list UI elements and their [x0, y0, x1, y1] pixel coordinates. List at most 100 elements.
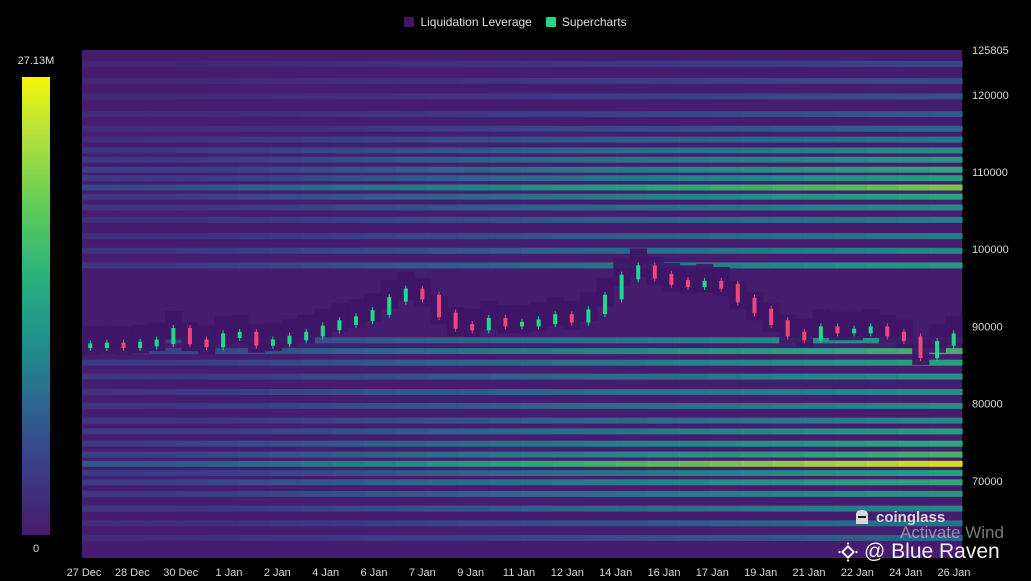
candle-body: [486, 317, 491, 331]
liquidation-band: [647, 440, 680, 447]
liquidation-band: [867, 125, 900, 132]
liquidation-band: [333, 166, 366, 173]
liquidation-band: [899, 156, 932, 163]
liquidation-band: [742, 359, 774, 366]
liquidation-band: [207, 470, 240, 477]
liquidation-band: [710, 216, 743, 223]
liquidation-band: [679, 93, 712, 100]
liquidation-band: [144, 505, 177, 512]
liquidation-band: [522, 166, 554, 173]
candle-body: [287, 335, 292, 345]
liquidation-band: [804, 417, 837, 424]
x-tick-label: 24 Jan: [889, 567, 922, 579]
liquidation-band: [867, 505, 900, 512]
y-axis: 70000 80000 90000 100000 110000 120000 125805: [972, 45, 1009, 488]
liquidation-band: [490, 125, 523, 132]
x-tick-label: 27 Dec: [67, 567, 102, 579]
liquidation-band: [82, 262, 114, 269]
liquidation-band: [113, 389, 146, 395]
liquidation-band: [113, 490, 146, 497]
liquidation-band: [804, 470, 837, 477]
liquidation-band: [207, 60, 240, 67]
liquidation-band: [490, 490, 523, 497]
liquidation-band: [584, 60, 617, 67]
liquidation-band: [742, 373, 774, 380]
x-tick-label: 26 Jan: [937, 567, 970, 579]
liquidation-band: [899, 247, 932, 254]
liquidation-band: [584, 534, 617, 541]
liquidation-band: [144, 166, 177, 173]
activate-windows-watermark: Activate Wind: [900, 523, 1004, 542]
liquidation-band: [144, 470, 177, 477]
liquidation-band: [899, 402, 932, 409]
liquidation-band: [647, 247, 680, 254]
liquidation-band: [176, 111, 209, 118]
liquidation-band: [679, 216, 712, 223]
liquidation-band: [427, 460, 460, 467]
liquidation-band: [396, 247, 429, 254]
liquidation-band: [396, 337, 429, 344]
liquidation-band: [333, 479, 366, 486]
liquidation-band: [710, 389, 743, 395]
liquidation-band: [270, 216, 303, 223]
liquidation-band: [584, 77, 617, 84]
liquidation-band: [647, 520, 680, 527]
liquidation-band: [836, 505, 869, 512]
liquidation-band: [553, 440, 586, 447]
liquidation-band: [899, 136, 932, 143]
liquidation-band: [364, 348, 397, 355]
liquidation-band: [647, 417, 680, 424]
liquidation-band: [333, 147, 366, 154]
liquidation-band: [584, 111, 617, 118]
liquidation-band: [584, 490, 617, 497]
legend-item-supercharts[interactable]: Supercharts: [545, 15, 627, 29]
liquidation-band: [522, 204, 554, 211]
x-tick-label: 30 Dec: [163, 567, 198, 579]
liquidation-band: [773, 534, 806, 541]
liquidation-band: [364, 233, 397, 240]
liquidation-band: [899, 233, 932, 240]
liquidation-band: [333, 389, 366, 395]
liquidation-band: [647, 348, 680, 355]
liquidation-band: [773, 216, 806, 223]
liquidation-band: [239, 520, 272, 527]
liquidation-band: [82, 125, 114, 132]
liquidation-band: [836, 534, 869, 541]
liquidation-band: [553, 348, 586, 355]
liquidation-band: [553, 470, 586, 477]
liquidation-band: [396, 216, 429, 223]
liquidation-band: [710, 402, 743, 409]
liquidation-band: [82, 166, 114, 173]
liquidation-band: [522, 233, 554, 240]
liquidation-band: [427, 417, 460, 424]
liquidation-band: [522, 93, 554, 100]
liquidation-band: [459, 505, 492, 512]
liquidation-band: [522, 216, 554, 223]
candle-body: [354, 316, 358, 325]
liquidation-band: [333, 359, 366, 366]
liquidation-band: [396, 451, 429, 458]
liquidation-band: [647, 470, 680, 477]
liquidation-band: [836, 490, 869, 497]
liquidation-band: [836, 111, 869, 118]
liquidation-band: [113, 193, 146, 200]
liquidation-band: [207, 166, 240, 173]
legend-item-liquidation-leverage[interactable]: Liquidation Leverage: [404, 15, 532, 29]
liquidation-band: [239, 204, 272, 211]
liquidation-band: [867, 93, 900, 100]
liquidation-band: [207, 93, 240, 100]
candle-body: [420, 288, 425, 300]
liquidation-band: [899, 175, 932, 182]
liquidation-band: [616, 337, 649, 344]
coinglass-watermark: coinglass: [852, 507, 945, 527]
liquidation-band: [773, 247, 806, 254]
liquidation-band: [302, 359, 334, 366]
liquidation-band: [867, 359, 900, 366]
liquidation-band: [930, 233, 963, 240]
liquidation-band: [459, 440, 492, 447]
liquidation-band: [427, 389, 460, 395]
liquidation-band: [836, 417, 869, 424]
liquidation-band: [647, 505, 680, 512]
liquidation-band: [867, 175, 900, 182]
liquidation-band: [647, 93, 680, 100]
